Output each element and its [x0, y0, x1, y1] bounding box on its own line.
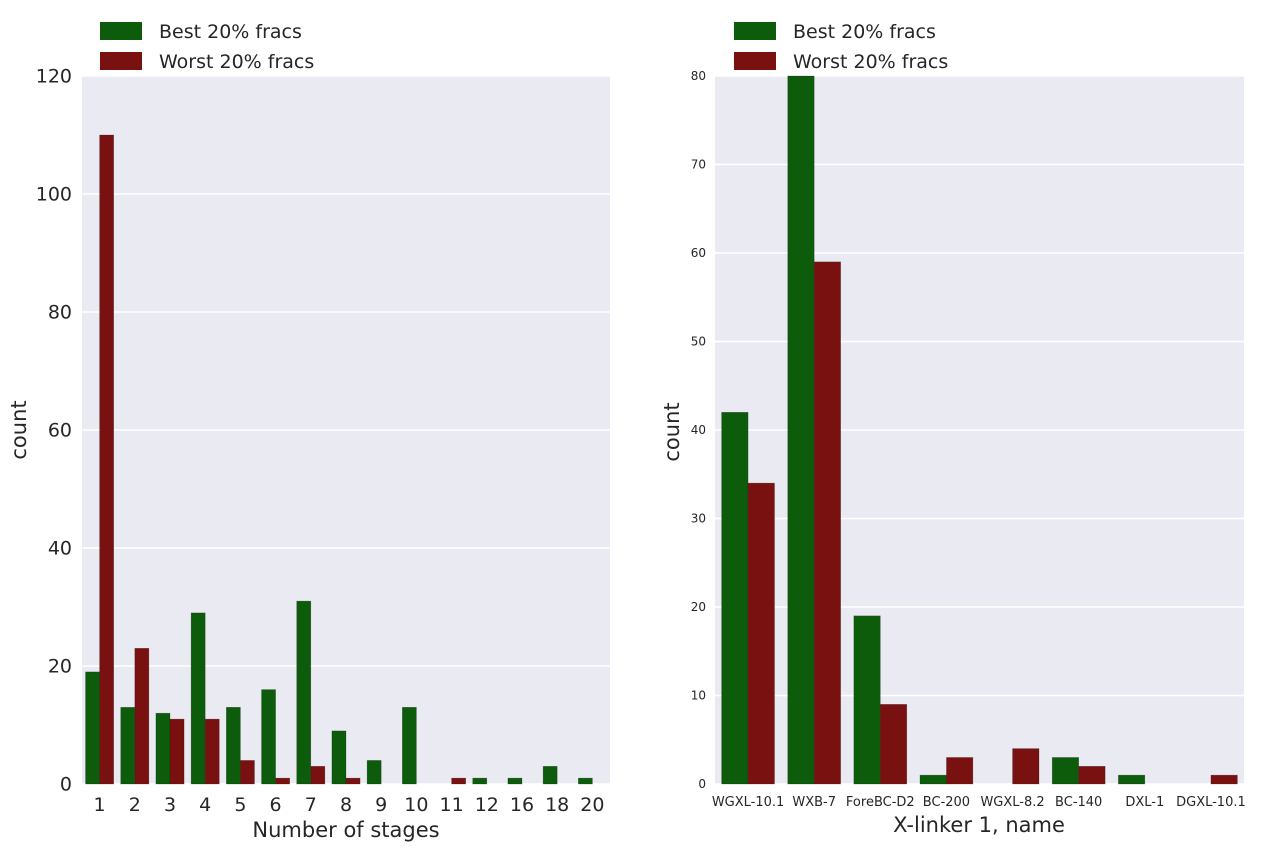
x-tick-label: 11 — [440, 794, 464, 816]
x-tick-label: DGXL-10.1 — [1176, 795, 1246, 810]
bar-best-20 — [578, 777, 593, 785]
x-tick-label: 10 — [404, 794, 428, 816]
x-tick-labels: WGXL-10.1 WXB-7 ForeBC-D2 BC-200 WGXL-8.2 BC-… — [712, 795, 1246, 810]
y-tick-label: 40 — [48, 538, 72, 560]
y-axis-label: count — [660, 402, 684, 461]
x-tick-label: 4 — [199, 794, 211, 816]
bar-worst-3 — [169, 718, 185, 785]
bar-best-7 — [296, 600, 312, 785]
x-tick-label: 18 — [545, 794, 569, 816]
x-tick-labels: 1 2 3 4 5 6 7 8 9 10 11 12 16 18 20 — [94, 794, 605, 816]
y-tick-label: 50 — [691, 335, 706, 349]
x-tick-label: DXL-1 — [1125, 795, 1164, 810]
bar-worst-2 — [134, 647, 150, 785]
x-tick-label: 16 — [510, 794, 534, 816]
x-tick-label: 6 — [270, 794, 282, 816]
x-tick-label: 20 — [580, 794, 604, 816]
bar-best-DXL-1 — [1118, 774, 1146, 785]
x-axis-label: X-linker 1, name — [893, 813, 1065, 837]
x-tick-label: WGXL-10.1 — [712, 795, 784, 810]
bar-best-BC-140 — [1051, 757, 1079, 785]
legend-swatch-worst — [100, 52, 142, 70]
bar-best-10 — [402, 706, 417, 785]
x-tick-label: 3 — [164, 794, 176, 816]
y-tick-label: 20 — [48, 656, 72, 678]
bars — [85, 134, 593, 785]
bar-best-3 — [155, 712, 171, 785]
x-tick-label: BC-140 — [1055, 795, 1102, 810]
y-tick-label: 60 — [48, 420, 72, 442]
bar-worst-WXB-7 — [813, 261, 841, 785]
legend-swatch-best — [734, 22, 776, 40]
x-tick-label: WGXL-8.2 — [980, 795, 1044, 810]
bar-worst-7 — [310, 765, 326, 785]
y-tick-label: 20 — [691, 600, 706, 614]
x-tick-label: ForeBC-D2 — [846, 795, 915, 810]
y-tick-label: 120 — [36, 66, 72, 88]
bar-worst-DGXL-10.1 — [1210, 774, 1238, 785]
y-tick-labels: 0 20 40 60 80 100 120 — [36, 66, 72, 796]
y-tick-label: 40 — [691, 423, 706, 437]
x-tick-label: 12 — [475, 794, 499, 816]
x-tick-label: BC-200 — [923, 795, 970, 810]
bar-worst-1 — [99, 134, 114, 785]
y-tick-label: 70 — [691, 158, 706, 172]
y-tick-label: 30 — [691, 512, 706, 526]
bar-worst-WGXL-10.1 — [747, 482, 775, 785]
x-tick-label: 9 — [375, 794, 387, 816]
bar-best-5 — [226, 706, 241, 785]
x-axis-label: Number of stages — [252, 818, 439, 842]
legend: Best 20% fracs Worst 20% fracs — [734, 21, 948, 73]
bar-worst-8 — [345, 777, 361, 785]
y-tick-label: 100 — [36, 184, 72, 206]
bar-worst-BC-200 — [946, 757, 974, 785]
bars — [721, 75, 1238, 785]
legend-label-best: Best 20% fracs — [793, 21, 936, 43]
y-tick-label: 80 — [691, 69, 706, 83]
bar-worst-WGXL-8.2 — [1012, 748, 1040, 785]
bar-best-12 — [472, 777, 488, 785]
legend-swatch-worst — [734, 52, 776, 70]
y-tick-label: 0 — [60, 774, 72, 796]
bar-best-WXB-7 — [787, 75, 815, 785]
bar-worst-6 — [275, 777, 290, 785]
bar-best-ForeBC-D2 — [853, 615, 881, 785]
y-tick-labels: 0 10 20 30 40 50 60 70 80 — [691, 69, 706, 791]
y-tick-label: 80 — [48, 302, 72, 324]
legend: Best 20% fracs Worst 20% fracs — [100, 21, 314, 73]
legend-label-worst: Worst 20% fracs — [793, 51, 948, 73]
bar-worst-11 — [451, 777, 466, 785]
x-tick-label: 7 — [305, 794, 317, 816]
x-tick-label: 1 — [94, 794, 106, 816]
bar-best-4 — [190, 612, 206, 785]
x-tick-label: 5 — [234, 794, 246, 816]
bar-best-1 — [85, 671, 100, 785]
bar-best-8 — [331, 730, 347, 785]
bar-best-9 — [366, 760, 382, 785]
x-tick-label: 8 — [340, 794, 352, 816]
bar-best-2 — [120, 706, 136, 785]
legend-label-best: Best 20% fracs — [159, 21, 302, 43]
y-axis-label: count — [7, 400, 31, 459]
x-tick-label: WXB-7 — [792, 795, 836, 810]
bar-best-BC-200 — [919, 774, 947, 785]
bar-best-16 — [507, 777, 523, 785]
bar-worst-ForeBC-D2 — [880, 704, 908, 785]
bar-worst-BC-140 — [1078, 765, 1106, 785]
y-tick-label: 60 — [691, 246, 706, 260]
bar-best-18 — [542, 765, 558, 785]
legend-swatch-best — [100, 22, 142, 40]
chart-x-linker-name: 0 10 20 30 40 50 60 70 80 WGXL-10.1 WXB-7 ForeBC-D… — [660, 21, 1246, 837]
bar-best-WGXL-10.1 — [721, 411, 749, 785]
x-tick-label: 2 — [129, 794, 141, 816]
bar-worst-5 — [240, 760, 255, 785]
y-tick-label: 10 — [691, 689, 706, 703]
legend-label-worst: Worst 20% fracs — [159, 51, 314, 73]
bar-worst-4 — [204, 718, 220, 785]
bar-best-6 — [261, 689, 276, 785]
y-tick-label: 0 — [698, 777, 706, 791]
